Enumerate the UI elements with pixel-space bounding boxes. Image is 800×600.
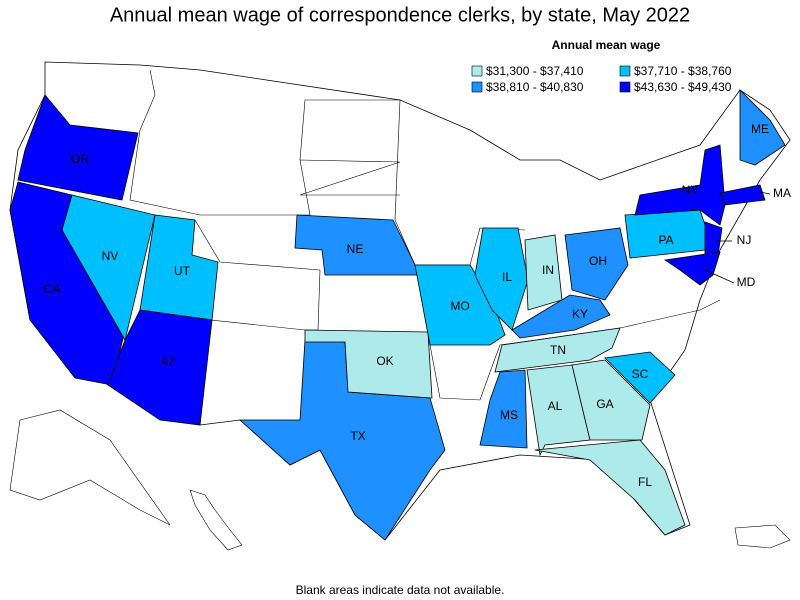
state-label: KY (572, 307, 588, 321)
state-label: GA (596, 397, 613, 411)
state-label: TN (550, 343, 566, 357)
state (663, 251, 721, 286)
state (107, 309, 213, 426)
state-label: NY (682, 183, 699, 197)
state-label: CA (44, 282, 61, 296)
state-label: FL (638, 475, 652, 489)
legend: $31,300 - $37,410 $37,710 - $38,760 $38,81… (471, 64, 732, 94)
state-label: NE (347, 242, 364, 256)
state-label: OH (589, 254, 607, 268)
state-label: TX (350, 429, 365, 443)
state (739, 89, 786, 166)
state-label: SC (632, 367, 649, 381)
legend-label: $38,810 - $40,830 (486, 80, 584, 94)
state (564, 227, 629, 301)
leader-line (704, 269, 735, 284)
state (604, 351, 676, 404)
legend-title: Annual mean wage (552, 38, 661, 52)
state (719, 184, 766, 206)
state-label: ME (751, 122, 769, 136)
legend-label: $37,710 - $38,760 (634, 64, 732, 78)
state (479, 369, 528, 449)
state-label: NV (102, 249, 119, 263)
state-label: AL (548, 399, 563, 413)
state (494, 327, 621, 373)
state-label: MA (773, 186, 791, 200)
legend-label: $31,300 - $37,410 (486, 64, 584, 78)
state-label: OK (376, 354, 393, 368)
state (511, 294, 611, 339)
map-title: Annual mean wage of correspondence clerk… (110, 4, 690, 26)
state-label: AZ (160, 355, 175, 369)
state-label: IN (542, 263, 554, 277)
state-label: NJ (737, 233, 752, 247)
state-label: MS (500, 408, 518, 422)
state (526, 364, 591, 457)
legend-swatch (619, 65, 631, 77)
footnote: Blank areas indicate data not available. (296, 583, 505, 597)
state (571, 359, 651, 441)
leader-line (759, 191, 771, 195)
state-label: UT (174, 264, 191, 278)
state-label: OR (71, 152, 89, 166)
state (17, 94, 139, 201)
state (534, 439, 686, 536)
states: OR CA NV UT AZ NE TX OK MO IL IN OH KY TN MS AL GA FL SC PA… (9, 89, 791, 541)
state-label: PA (658, 233, 673, 247)
legend-swatch (471, 81, 483, 93)
state (294, 214, 421, 276)
legend-label: $43,630 - $49,430 (634, 80, 732, 94)
state-label: MO (450, 299, 469, 313)
legend-swatch (619, 81, 631, 93)
state-label: IL (502, 270, 512, 284)
legend-swatch (471, 65, 483, 77)
state-label: MD (737, 275, 756, 289)
